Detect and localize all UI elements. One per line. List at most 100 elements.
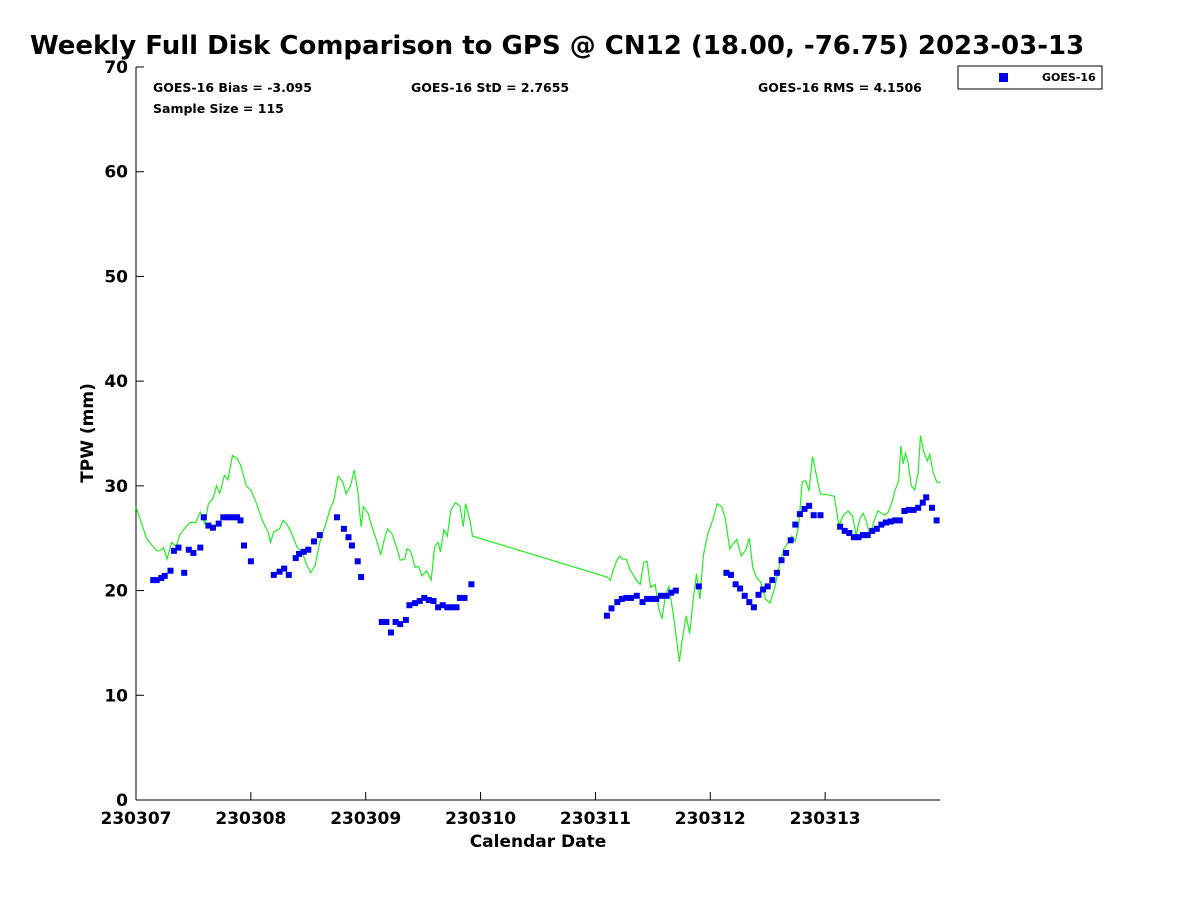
goes-point bbox=[296, 550, 303, 557]
legend-box bbox=[957, 65, 1103, 90]
goes-point bbox=[657, 592, 664, 599]
goes-point bbox=[175, 544, 182, 551]
goes-point bbox=[237, 517, 244, 524]
goes-point bbox=[783, 549, 790, 556]
goes-point bbox=[354, 558, 361, 565]
goes-point bbox=[841, 527, 848, 534]
legend-label-goes: GOES-16 bbox=[1042, 71, 1096, 84]
goes-point bbox=[896, 517, 903, 524]
goes-point bbox=[817, 512, 824, 519]
goes-point bbox=[358, 574, 365, 580]
goes-point bbox=[764, 583, 771, 590]
goes-point bbox=[603, 612, 610, 619]
goes-point bbox=[161, 572, 168, 579]
goes-point bbox=[153, 577, 160, 584]
x-tick-label: 230309 bbox=[330, 809, 401, 829]
goes-point bbox=[234, 514, 241, 521]
y-tick-label: 60 bbox=[104, 163, 128, 183]
goes-point bbox=[334, 514, 340, 521]
goes-point bbox=[348, 542, 355, 549]
goes-point bbox=[628, 594, 634, 601]
goes-point bbox=[901, 508, 908, 514]
goes-point bbox=[755, 591, 762, 598]
goes-point bbox=[750, 604, 757, 611]
goes-point bbox=[388, 629, 394, 636]
goes-point bbox=[276, 568, 283, 575]
gps-line bbox=[135, 435, 941, 662]
goes-point bbox=[311, 538, 317, 545]
goes-point bbox=[850, 534, 857, 541]
goes-point bbox=[929, 504, 935, 511]
goes-point bbox=[653, 595, 660, 602]
y-tick-label: 10 bbox=[104, 686, 128, 706]
goes-point bbox=[305, 546, 312, 553]
goes-point bbox=[644, 595, 651, 602]
goes-point bbox=[695, 583, 702, 590]
goes-point bbox=[910, 506, 917, 513]
goes-point bbox=[778, 557, 785, 564]
goes-point bbox=[663, 592, 670, 599]
y-tick-label: 30 bbox=[104, 477, 128, 497]
chart-title: Weekly Full Disk Comparison to GPS @ CN1… bbox=[30, 31, 1084, 61]
goes-point bbox=[906, 506, 912, 513]
goes-point bbox=[425, 597, 432, 603]
goes-point bbox=[648, 595, 655, 602]
legend-marker-goes bbox=[999, 73, 1008, 82]
goes-point bbox=[869, 527, 876, 534]
goes-point bbox=[444, 604, 451, 611]
goes-point bbox=[224, 514, 231, 521]
goes-point bbox=[633, 592, 640, 599]
goes-point bbox=[416, 598, 423, 604]
goes-point bbox=[846, 530, 853, 536]
legend: GOES-16 bbox=[957, 65, 1103, 90]
goes-point bbox=[229, 514, 236, 521]
stat-bias: GOES-16 Bias = -3.095 bbox=[153, 80, 312, 95]
goes-point bbox=[181, 569, 188, 576]
goes-point bbox=[412, 600, 419, 607]
goes-point bbox=[461, 594, 468, 601]
goes-point bbox=[300, 548, 307, 555]
goes-point bbox=[915, 504, 922, 511]
goes-point bbox=[285, 571, 292, 578]
goes-point bbox=[397, 621, 404, 628]
goes-point bbox=[439, 602, 446, 609]
x-axis-label: Calendar Date bbox=[470, 832, 607, 852]
y-axis-label: TPW (mm) bbox=[78, 383, 98, 483]
goes-point bbox=[468, 581, 475, 588]
goes-point bbox=[340, 525, 347, 532]
goes-point bbox=[737, 585, 744, 592]
x-tick-label: 230308 bbox=[215, 809, 286, 829]
goes-point bbox=[855, 534, 862, 541]
goes-point bbox=[723, 569, 730, 576]
x-tick-label: 230313 bbox=[790, 809, 861, 829]
y-tick-label: 40 bbox=[104, 372, 128, 392]
goes-point bbox=[773, 569, 780, 576]
goes-point bbox=[402, 616, 409, 623]
stat-rms: GOES-16 RMS = 4.1506 bbox=[758, 80, 922, 95]
y-tick-label: 70 bbox=[104, 58, 128, 78]
stat-std: GOES-16 StD = 2.7655 bbox=[411, 80, 569, 95]
goes-point bbox=[933, 517, 940, 524]
goes-point bbox=[167, 567, 174, 574]
goes-point bbox=[378, 619, 385, 625]
goes-point bbox=[197, 544, 204, 551]
goes-point bbox=[383, 619, 390, 625]
goes-point bbox=[215, 520, 222, 527]
goes-point bbox=[801, 505, 808, 512]
goes-point bbox=[200, 514, 207, 521]
goes-point bbox=[760, 586, 767, 593]
goes-point bbox=[210, 524, 216, 531]
goes-point bbox=[170, 547, 177, 554]
goes-point bbox=[430, 598, 437, 604]
goes-point bbox=[672, 587, 679, 594]
goes-point bbox=[864, 532, 871, 539]
goes-point bbox=[787, 537, 794, 544]
goes-point bbox=[769, 577, 776, 584]
goes-point bbox=[668, 589, 675, 596]
goes-point bbox=[316, 532, 323, 539]
goes-point bbox=[185, 546, 192, 553]
goes-point bbox=[746, 599, 753, 606]
goes-point bbox=[448, 604, 455, 611]
goes-point bbox=[741, 592, 748, 599]
